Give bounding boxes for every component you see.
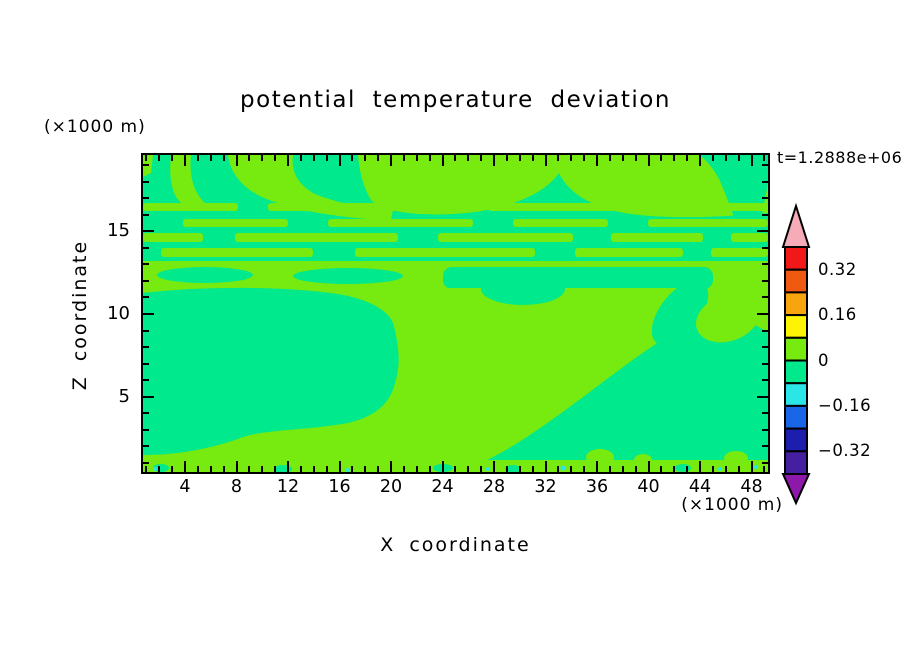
- x-axis-unit-label: (×1000 m): [628, 495, 783, 515]
- contour-region-pos: [328, 219, 473, 227]
- y-tick-label: 5: [88, 386, 130, 407]
- contour-region-pos: [161, 248, 313, 257]
- contour-region-pos: [217, 444, 269, 464]
- colorbar-arrow: [783, 206, 809, 247]
- contour-region-neg: [157, 267, 253, 283]
- contour-region-pos: [711, 248, 768, 257]
- colorbar-segment: [785, 270, 807, 293]
- plot-frame: [141, 153, 770, 474]
- x-axis-title: X coordinate: [303, 534, 608, 556]
- contour-region-pos: [143, 203, 238, 211]
- colorbar-tick-label: 0.16: [818, 305, 857, 325]
- contour-region-pos: [461, 452, 485, 466]
- contour-region-pos: [575, 248, 683, 257]
- colorbar-tick-label: −0.32: [818, 441, 871, 461]
- contour-region-pos: [268, 203, 443, 211]
- colorbar-segment: [785, 451, 807, 474]
- colorbar-segment: [785, 406, 807, 429]
- contour-region-cyan: [561, 466, 566, 471]
- contour-region-neg: [293, 268, 403, 284]
- chart-title: potential temperature deviation: [143, 87, 768, 113]
- contour-region-pos: [488, 203, 648, 211]
- colorbar-tick-label: −0.16: [818, 396, 871, 416]
- contour-region-pos: [678, 203, 768, 211]
- colorbar: [777, 198, 823, 510]
- contour-region-cyan: [346, 468, 350, 472]
- contour-region-cyan: [754, 465, 758, 469]
- contour-region-pos: [235, 233, 398, 242]
- contour-region-pos: [648, 219, 768, 227]
- contour-region-neg: [481, 273, 565, 305]
- contour-region-pos: [183, 219, 288, 227]
- contour-region-pos: [611, 233, 703, 242]
- contour-plot-svg: [143, 155, 768, 472]
- contour-region-pos: [355, 248, 535, 257]
- colorbar-segment: [785, 361, 807, 384]
- contour-region-pos: [586, 449, 614, 465]
- x-tick-label: 48: [722, 477, 782, 497]
- colorbar-segment: [785, 338, 807, 361]
- colorbar-segment: [785, 383, 807, 406]
- contour-region-neg: [433, 464, 453, 472]
- contour-region-neg: [675, 464, 691, 472]
- figure-canvas: potential temperature deviation (×1000 m…: [0, 0, 904, 654]
- colorbar-segment: [785, 315, 807, 338]
- y-axis-unit-label: (×1000 m): [44, 117, 146, 137]
- contour-region-pos: [304, 449, 332, 465]
- contour-region-pos: [438, 233, 573, 242]
- time-annotation: t=1.2888e+06: [777, 148, 902, 167]
- y-tick-label: 10: [88, 303, 130, 324]
- colorbar-segment: [785, 292, 807, 315]
- contour-region-pos: [634, 454, 652, 466]
- contour-region-pos: [143, 233, 203, 242]
- colorbar-arrow: [783, 474, 809, 503]
- contour-region-cyan: [153, 467, 157, 471]
- contour-region-pos: [724, 451, 748, 465]
- contour-region-pos: [731, 233, 768, 242]
- contour-region-pos: [513, 219, 608, 227]
- contour-region-cyan: [718, 467, 722, 471]
- colorbar-tick-label: 0.32: [818, 260, 857, 280]
- contour-region-pos: [377, 446, 409, 464]
- contour-region-cyan: [486, 467, 490, 471]
- colorbar-tick-label: 0: [818, 351, 829, 371]
- colorbar-segment: [785, 429, 807, 452]
- colorbar-segment: [785, 247, 807, 270]
- y-tick-label: 15: [88, 220, 130, 241]
- contour-region-pos: [163, 454, 183, 466]
